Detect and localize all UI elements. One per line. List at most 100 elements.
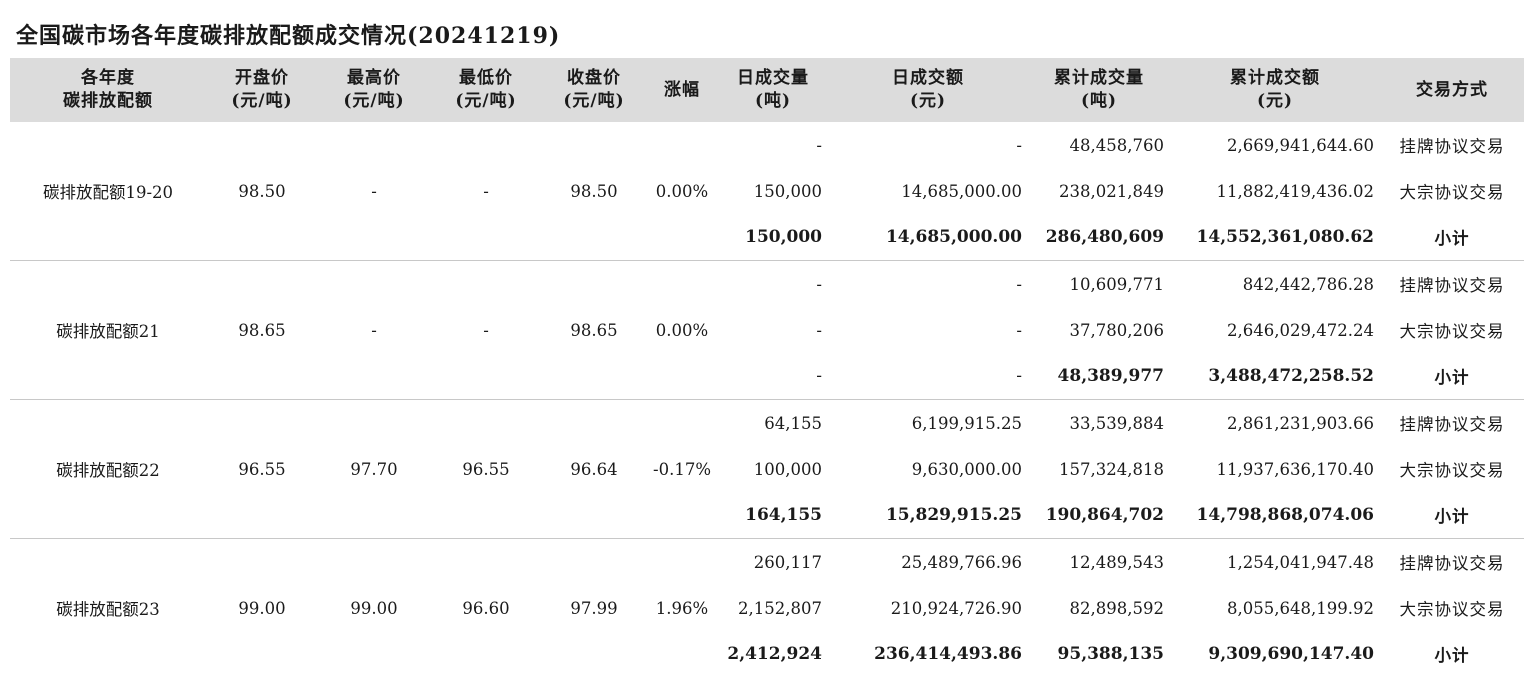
change-cell: -0.17% (646, 399, 718, 539)
subtotal-volume-cell: 164,155 (718, 492, 828, 539)
open-price-cell: 98.50 (206, 122, 318, 261)
header-cell: 开盘价 (元/吨) (206, 58, 318, 122)
cum-amount-cell: 2,669,941,644.60 (1227, 135, 1374, 155)
header-cell: 累计成交额 (元) (1170, 58, 1380, 122)
open-price-cell: 99.00 (238, 598, 286, 618)
daily-volume-cell: - (816, 320, 822, 340)
carbon-quota-table: 各年度 碳排放配额 开盘价 (元/吨) 最高价 (元/吨) 最低价 (元/吨) … (10, 58, 1524, 677)
low-price-cell: - (430, 122, 542, 261)
cum-amount-cell: 8,055,648,199.92 (1227, 598, 1374, 618)
subtotal-cum-amount-cell: 14,552,361,080.62 (1170, 214, 1380, 261)
table-row: - - 37,780,206 2,646,029,472.24 大宗协议交易 (10, 307, 1524, 353)
header-cell: 收盘价 (元/吨) (542, 58, 646, 122)
subtotal-cum-volume-cell: 190,864,702 (1028, 492, 1170, 539)
trade-type-cell: 大宗协议交易 (1399, 183, 1505, 202)
subtotal-amount-cell: 14,685,000.00 (828, 214, 1028, 261)
table-row: 碳排放配额19-20 98.50 - - 98.50 0.00% - - 48,… (10, 122, 1524, 261)
trade-type-cell: 挂牌协议交易 (1399, 415, 1505, 434)
cum-amount-cell: 2,861,231,903.66 (1227, 413, 1374, 433)
daily-volume-cell: 64,155 (764, 413, 822, 433)
high-price-cell: 97.70 (318, 399, 430, 539)
subtotal-label-cell: 小计 (1380, 353, 1524, 400)
subtotal-row: 2,412,924 236,414,493.86 95,388,135 9,30… (10, 631, 1524, 677)
cum-amount-cell: 842,442,786.28 (1242, 274, 1374, 294)
cum-volume-cell: 157,324,818 (1059, 459, 1164, 479)
change-cell: 1.96% (655, 598, 709, 618)
quota-name-cell: 碳排放配额21 (10, 260, 206, 400)
trade-type-cell: 大宗协议交易 (1399, 461, 1505, 480)
close-price-cell: 96.64 (542, 399, 646, 539)
header-cell: 日成交量 (吨) (718, 58, 828, 122)
quota-name-cell: 碳排放配额22 (10, 399, 206, 539)
trade-type-cell: 大宗协议交易 (1399, 322, 1505, 341)
cum-amount-cell: 2,646,029,472.24 (1227, 320, 1374, 340)
high-price-cell: 99.00 (350, 598, 398, 618)
low-price-cell: - (430, 260, 542, 400)
subtotal-volume-cell: 2,412,924 (727, 644, 822, 664)
change-cell: 0.00% (646, 122, 718, 261)
daily-volume-cell: 260,117 (753, 552, 822, 572)
cum-amount-cell: 11,937,636,170.40 (1216, 459, 1374, 479)
page-title: 全国碳市场各年度碳排放配额成交情况(20241219) (16, 23, 561, 49)
daily-amount-cell: 9,630,000.00 (911, 459, 1022, 479)
header-cell: 涨幅 (646, 58, 718, 122)
cum-amount-cell: 11,882,419,436.02 (1216, 181, 1374, 201)
daily-amount-cell: 6,199,915.25 (911, 413, 1022, 433)
subtotal-cum-amount-cell: 14,798,868,074.06 (1170, 492, 1380, 539)
cum-volume-cell: 33,539,884 (1069, 413, 1164, 433)
daily-amount-cell: - (1016, 320, 1022, 340)
close-price-cell: 97.99 (570, 598, 618, 618)
daily-volume-cell: 150,000 (753, 181, 822, 201)
subtotal-volume-cell: 150,000 (718, 214, 828, 261)
table-row: 碳排放配额21 98.65 - - 98.65 0.00% - - 10,609… (10, 260, 1524, 400)
header-cell: 最低价 (元/吨) (430, 58, 542, 122)
cum-volume-cell: 82,898,592 (1069, 598, 1164, 618)
quota-name-cell: 碳排放配额23 (56, 600, 160, 619)
subtotal-cum-volume-cell: 48,389,977 (1028, 353, 1170, 400)
subtotal-row: 150,000 14,685,000.00 286,480,609 14,552… (10, 214, 1524, 261)
cum-volume-cell: 238,021,849 (1059, 181, 1164, 201)
daily-amount-cell: 210,924,726.90 (890, 598, 1022, 618)
close-price-cell: 98.65 (542, 260, 646, 400)
trade-type-cell: 挂牌协议交易 (1399, 276, 1505, 295)
quota-name-cell: 碳排放配额19-20 (10, 122, 206, 261)
daily-amount-cell: 14,685,000.00 (901, 181, 1022, 201)
table-row: 碳排放配额23 99.00 99.00 96.60 97.99 1.96% 26… (10, 539, 1524, 620)
cum-amount-cell: 1,254,041,947.48 (1227, 552, 1374, 572)
high-price-cell: - (318, 260, 430, 400)
header-cell: 交易方式 (1380, 58, 1524, 122)
change-cell: 0.00% (646, 260, 718, 400)
cum-volume-cell: 48,458,760 (1069, 135, 1164, 155)
subtotal-cum-volume-cell: 95,388,135 (1057, 644, 1164, 664)
header-cell: 日成交额 (元) (828, 58, 1028, 122)
trade-type-cell: 挂牌协议交易 (1399, 137, 1505, 156)
subtotal-row: 164,155 15,829,915.25 190,864,702 14,798… (10, 492, 1524, 539)
table-row: 2,152,807 210,924,726.90 82,898,592 8,05… (10, 585, 1524, 631)
subtotal-amount-cell: - (828, 353, 1028, 400)
subtotal-amount-cell: 15,829,915.25 (828, 492, 1028, 539)
table-body: 碳排放配额19-20 98.50 - - 98.50 0.00% - - 48,… (10, 122, 1524, 677)
subtotal-cum-volume-cell: 286,480,609 (1028, 214, 1170, 261)
trade-type-cell: 大宗协议交易 (1399, 600, 1505, 619)
subtotal-cum-amount-cell: 3,488,472,258.52 (1170, 353, 1380, 400)
daily-amount-cell: - (1016, 274, 1022, 294)
subtotal-label-cell: 小计 (1380, 214, 1524, 261)
high-price-cell: - (318, 122, 430, 261)
close-price-cell: 98.50 (542, 122, 646, 261)
low-price-cell: 96.60 (462, 598, 510, 618)
header-cell: 累计成交量 (吨) (1028, 58, 1170, 122)
daily-volume-cell: 100,000 (753, 459, 822, 479)
daily-volume-cell: 2,152,807 (738, 598, 822, 618)
subtotal-label-cell: 小计 (1380, 492, 1524, 539)
subtotal-row: - - 48,389,977 3,488,472,258.52 小计 (10, 353, 1524, 400)
cum-volume-cell: 10,609,771 (1069, 274, 1164, 294)
low-price-cell: 96.55 (430, 399, 542, 539)
table-header-row: 各年度 碳排放配额 开盘价 (元/吨) 最高价 (元/吨) 最低价 (元/吨) … (10, 58, 1524, 122)
subtotal-volume-cell: - (718, 353, 828, 400)
daily-volume-cell: - (816, 135, 822, 155)
subtotal-amount-cell: 236,414,493.86 (874, 644, 1022, 664)
cum-volume-cell: 12,489,543 (1069, 552, 1164, 572)
header-cell: 各年度 碳排放配额 (10, 58, 206, 122)
cum-volume-cell: 37,780,206 (1069, 320, 1164, 340)
daily-amount-cell: - (1016, 135, 1022, 155)
